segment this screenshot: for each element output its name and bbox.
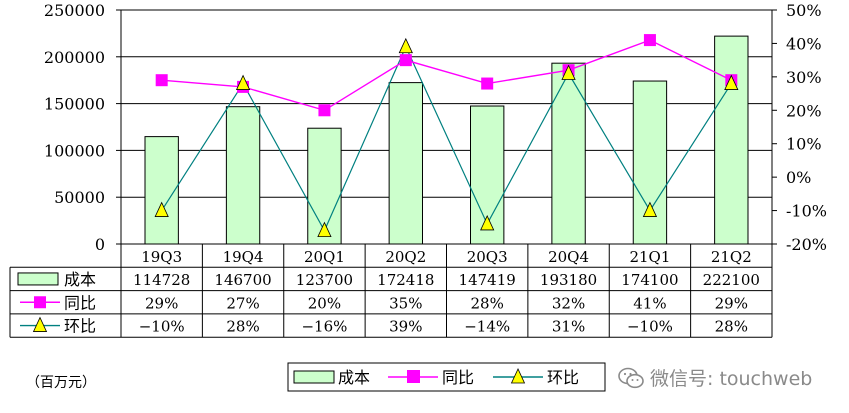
y-right-tick-label: 0% bbox=[786, 168, 811, 187]
legend-key-bar bbox=[293, 370, 335, 384]
y-right-tick-label: 40% bbox=[786, 34, 822, 53]
y-right-tick-label: 50% bbox=[786, 1, 822, 20]
y-right-tick-label: -10% bbox=[786, 202, 827, 221]
line-series-qoq bbox=[161, 45, 732, 232]
row-label: 同比 bbox=[64, 293, 96, 312]
legend-key-marker bbox=[510, 368, 526, 384]
table-cell: 28% bbox=[471, 294, 504, 312]
watermark: 微信号: touchweb bbox=[618, 364, 812, 391]
x-tick-label: 20Q1 bbox=[304, 248, 345, 266]
bar bbox=[225, 106, 261, 245]
marker-qoq bbox=[235, 74, 251, 90]
y-left-tick-label: 200000 bbox=[44, 48, 105, 67]
legend-label: 同比 bbox=[442, 368, 474, 387]
table-cell: 41% bbox=[633, 294, 666, 312]
table-cell: 28% bbox=[715, 318, 748, 336]
x-tick-label: 20Q3 bbox=[467, 248, 508, 266]
table-cell: 32% bbox=[552, 294, 585, 312]
table-cell: 29% bbox=[145, 294, 178, 312]
table-cell: 39% bbox=[389, 318, 422, 336]
legend bbox=[287, 362, 606, 392]
legend-label: 环比 bbox=[547, 368, 579, 387]
legend-key-marker bbox=[407, 370, 420, 383]
marker-yoy bbox=[643, 34, 656, 47]
table-cell: 35% bbox=[389, 294, 422, 312]
marker-qoq bbox=[724, 74, 739, 90]
legend-key-marker bbox=[32, 316, 48, 332]
table-cell: −10% bbox=[627, 318, 673, 336]
bar bbox=[388, 82, 423, 245]
unit-label: （百万元） bbox=[26, 375, 96, 391]
marker-yoy bbox=[481, 77, 494, 90]
table-cell: −14% bbox=[464, 318, 510, 336]
table-cell: 222100 bbox=[703, 271, 760, 289]
table-cell: 114728 bbox=[133, 271, 190, 289]
table-cell: 146700 bbox=[214, 271, 271, 289]
bar bbox=[714, 35, 749, 245]
table-cell: 29% bbox=[715, 294, 748, 312]
marker-qoq bbox=[398, 37, 413, 54]
marker-qoq bbox=[154, 201, 169, 217]
marker-qoq bbox=[561, 64, 576, 80]
x-tick-label: 20Q4 bbox=[548, 248, 589, 266]
table-cell: 28% bbox=[226, 318, 259, 336]
y-left-tick-label: 0 bbox=[95, 235, 105, 254]
legend-label: 成本 bbox=[338, 368, 370, 387]
table-cell: 20% bbox=[308, 294, 341, 312]
y-right-tick-label: 20% bbox=[786, 101, 822, 120]
y-left-tick-label: 100000 bbox=[44, 141, 105, 160]
table-cell: −10% bbox=[139, 318, 185, 336]
table-cell: 147419 bbox=[459, 271, 516, 289]
row-label: 环比 bbox=[64, 317, 96, 336]
y-right-tick-label: -20% bbox=[786, 235, 827, 254]
x-tick-label: 19Q3 bbox=[141, 248, 182, 266]
y-left-tick-label: 150000 bbox=[44, 95, 105, 114]
table-cell: 31% bbox=[552, 318, 585, 336]
marker-yoy bbox=[318, 104, 331, 117]
line-series-yoy bbox=[161, 39, 732, 112]
y-left-tick-label: 250000 bbox=[44, 1, 105, 20]
table-cell: 193180 bbox=[540, 271, 597, 289]
bar bbox=[144, 136, 179, 245]
bar bbox=[632, 80, 668, 245]
marker-qoq bbox=[480, 214, 495, 231]
row-label: 成本 bbox=[64, 270, 96, 289]
table-cell: 174100 bbox=[621, 271, 678, 289]
plot-area bbox=[120, 9, 773, 245]
marker-yoy bbox=[399, 54, 412, 67]
y-right-tick-label: 10% bbox=[786, 135, 822, 154]
y-left-tick-label: 50000 bbox=[54, 188, 105, 207]
table-cell: 172418 bbox=[377, 271, 434, 289]
legend-key-bar bbox=[17, 272, 59, 286]
bar bbox=[551, 62, 586, 245]
marker-yoy bbox=[155, 74, 168, 87]
x-tick-label: 20Q2 bbox=[385, 248, 426, 266]
x-tick-label: 19Q4 bbox=[223, 248, 264, 266]
x-tick-label: 21Q1 bbox=[629, 248, 670, 266]
table-cell: 27% bbox=[226, 294, 259, 312]
legend-key-marker bbox=[34, 296, 46, 309]
watermark-text: 微信号: touchweb bbox=[650, 368, 813, 390]
x-tick-label: 21Q2 bbox=[711, 248, 752, 266]
wechat-icon bbox=[618, 367, 644, 388]
table-cell: −16% bbox=[301, 318, 347, 336]
table-cell: 123700 bbox=[296, 271, 353, 289]
y-right-tick-label: 30% bbox=[786, 68, 822, 87]
marker-qoq bbox=[642, 201, 658, 217]
marker-qoq bbox=[317, 221, 332, 238]
